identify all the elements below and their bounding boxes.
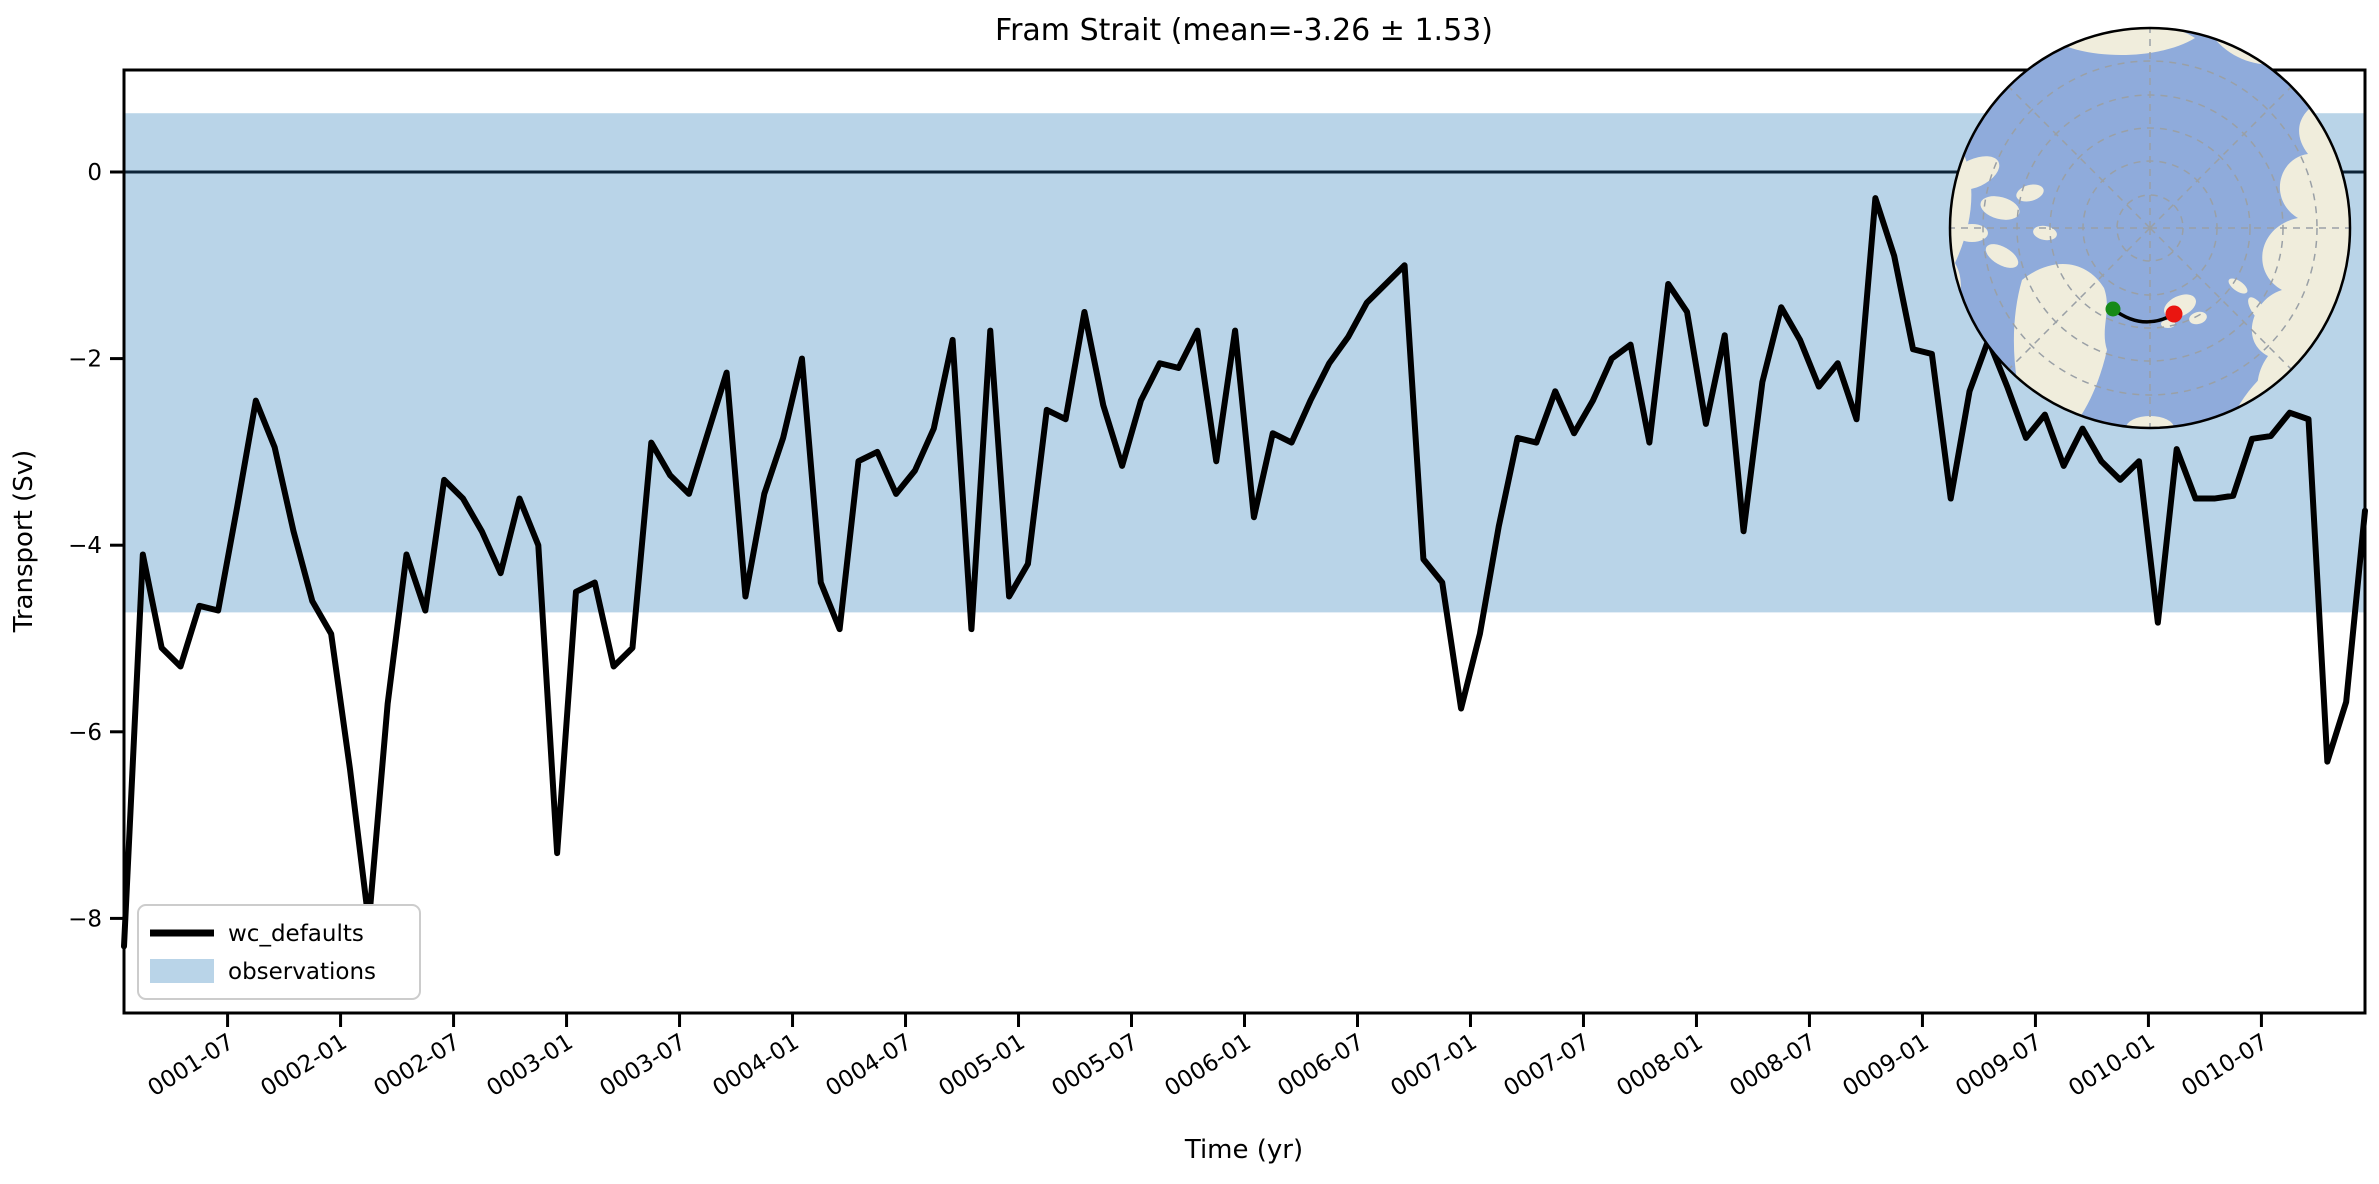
map-island — [1980, 196, 2020, 220]
y-tick-label: −6 — [68, 720, 102, 746]
x-tick-label: 0009-01 — [1838, 1029, 1933, 1102]
x-tick-label: 0001-07 — [143, 1029, 238, 1102]
map-island — [2126, 416, 2174, 428]
x-tick-label: 0003-01 — [482, 1029, 577, 1102]
x-tick-label: 0007-07 — [1499, 1029, 1594, 1102]
legend-label-wc-defaults: wc_defaults — [228, 921, 364, 947]
map-border-circle — [1948, 26, 2352, 430]
x-tick-label: 0006-01 — [1160, 1029, 1255, 1102]
y-tick-label: 0 — [87, 160, 102, 186]
y-axis-ticks: 0 −2 −4 −6 −8 — [68, 160, 124, 932]
map-graticule — [1950, 28, 2350, 428]
legend-patch-swatch — [150, 959, 214, 983]
x-tick-label: 0004-07 — [821, 1029, 916, 1102]
x-tick-label: 0010-07 — [2177, 1029, 2272, 1102]
x-tick-label: 0010-01 — [2064, 1029, 2159, 1102]
map-island — [1950, 156, 2000, 190]
map-island — [1985, 244, 2019, 268]
x-tick-label: 0007-01 — [1386, 1029, 1481, 1102]
x-tick-label: 0008-01 — [1612, 1029, 1707, 1102]
x-tick-label: 0004-01 — [708, 1029, 803, 1102]
x-tick-label: 0005-07 — [1047, 1029, 1142, 1102]
map-island — [2248, 297, 2268, 323]
map-island — [2189, 311, 2207, 325]
section-start-green-dot — [2105, 301, 2121, 317]
x-axis-ticks: 0001-07 0002-01 0002-07 0003-01 0003-07 0004-… — [143, 1013, 2273, 1102]
x-tick-label: 0003-07 — [595, 1029, 690, 1102]
x-tick-label: 0005-01 — [934, 1029, 1029, 1102]
latitude-circle — [2049, 127, 2251, 329]
latitude-circle — [1982, 60, 2318, 396]
legend-label-observations: observations — [228, 959, 376, 985]
x-tick-label: 0006-07 — [1273, 1029, 1368, 1102]
x-tick-label: 0008-07 — [1725, 1029, 1820, 1102]
y-axis-label: Transport (Sv) — [9, 450, 39, 633]
x-tick-label: 0009-07 — [1951, 1029, 2046, 1102]
x-axis-label: Time (yr) — [1184, 1135, 1303, 1165]
x-tick-label: 0002-07 — [369, 1029, 464, 1102]
x-tick-label: 0002-01 — [256, 1029, 351, 1102]
legend: wc_defaults observations — [137, 904, 421, 1000]
y-tick-label: −4 — [68, 533, 102, 559]
plot-title: Fram Strait (mean=-3.26 ± 1.53) — [995, 13, 1493, 48]
y-tick-label: −2 — [68, 347, 102, 373]
section-end-red-dot — [2165, 305, 2183, 323]
y-tick-label: −8 — [68, 906, 102, 932]
